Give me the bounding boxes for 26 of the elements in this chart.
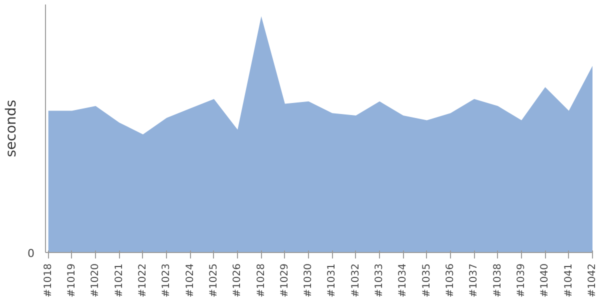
x-tick-label: #1038 (492, 264, 504, 298)
x-tick-label: #1024 (184, 264, 196, 298)
x-tick-label: #1032 (350, 264, 362, 298)
x-tick-label: #1031 (326, 264, 338, 298)
x-tick-label: #1025 (208, 264, 220, 298)
y-axis-title: seconds (4, 100, 20, 158)
x-tick-label: #1021 (114, 264, 125, 298)
x-tick-label: #1040 (540, 264, 551, 298)
x-tick-label: #1018 (42, 264, 54, 298)
x-tick-label: #1026 (232, 264, 244, 298)
x-tick-label: #1023 (161, 264, 172, 298)
x-tick-label: #1019 (66, 264, 78, 298)
x-tick-label: #1028 (256, 264, 267, 298)
x-tick-label: #1029 (279, 264, 290, 298)
x-tick-label: #1042 (587, 264, 598, 298)
x-tick-label: #1033 (374, 264, 386, 298)
x-tick-label: #1022 (137, 264, 148, 298)
x-tick-label: #1035 (421, 264, 432, 298)
x-tick-label: #1039 (516, 264, 528, 298)
x-tick-label: #1020 (90, 264, 102, 298)
x-tick-label: #1034 (398, 264, 409, 298)
x-tick-label: #1036 (445, 264, 456, 298)
x-tick-label: #1041 (563, 264, 574, 298)
x-tick-label: #1037 (468, 264, 480, 298)
text: 0 (28, 247, 34, 260)
x-tick-label: #1030 (303, 264, 314, 298)
